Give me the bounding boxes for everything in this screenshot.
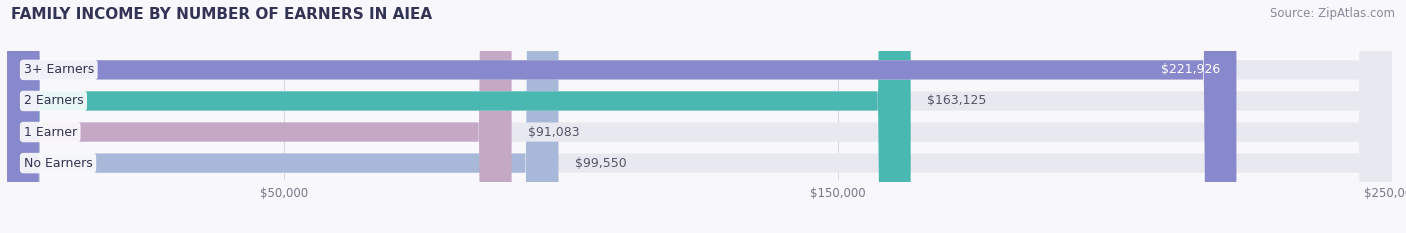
Text: $163,125: $163,125 <box>928 94 987 107</box>
Text: 1 Earner: 1 Earner <box>24 126 77 139</box>
Text: 3+ Earners: 3+ Earners <box>24 63 94 76</box>
Text: 2 Earners: 2 Earners <box>24 94 83 107</box>
FancyBboxPatch shape <box>7 0 512 233</box>
Text: $91,083: $91,083 <box>529 126 579 139</box>
FancyBboxPatch shape <box>7 0 1392 233</box>
FancyBboxPatch shape <box>7 0 1236 233</box>
FancyBboxPatch shape <box>7 0 1392 233</box>
Text: Source: ZipAtlas.com: Source: ZipAtlas.com <box>1270 7 1395 20</box>
Text: $221,926: $221,926 <box>1160 63 1220 76</box>
Text: No Earners: No Earners <box>24 157 93 170</box>
Text: FAMILY INCOME BY NUMBER OF EARNERS IN AIEA: FAMILY INCOME BY NUMBER OF EARNERS IN AI… <box>11 7 433 22</box>
Text: $99,550: $99,550 <box>575 157 627 170</box>
FancyBboxPatch shape <box>7 0 558 233</box>
FancyBboxPatch shape <box>7 0 1392 233</box>
FancyBboxPatch shape <box>7 0 1392 233</box>
FancyBboxPatch shape <box>7 0 911 233</box>
